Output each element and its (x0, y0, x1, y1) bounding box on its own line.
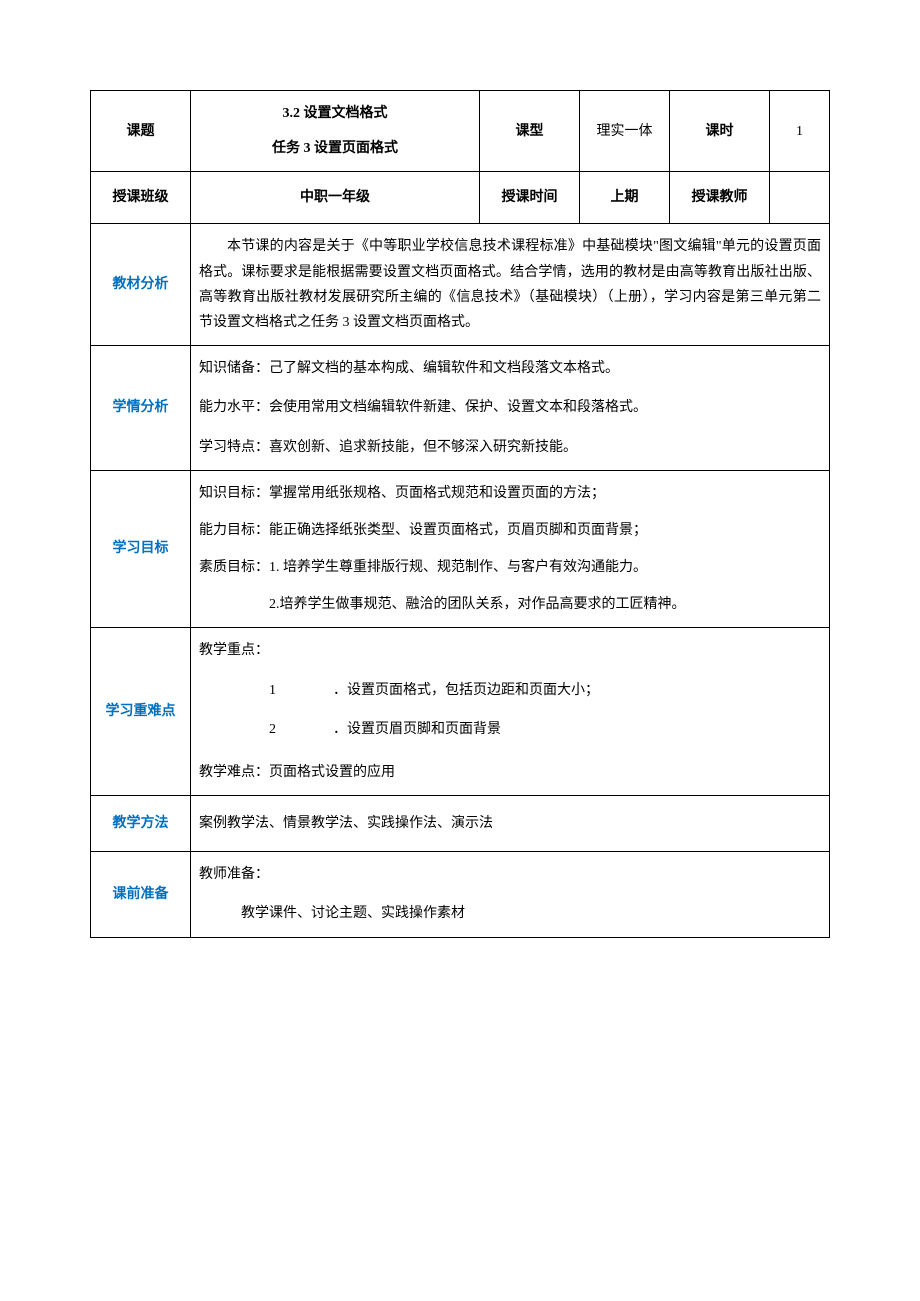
goals-label: 学习目标 (91, 470, 191, 628)
topic-line2: 任务 3 设置页面格式 (199, 136, 471, 161)
learner-label: 学情分析 (91, 346, 191, 471)
class-label: 授课班级 (91, 172, 191, 224)
difficulty-item2-num: 2 (269, 722, 276, 737)
difficulty-row: 学习重难点 教学重点： 1 ．设置页面格式，包括页边距和页面大小； 2 ．设置页… (91, 628, 830, 796)
difficulty-item2: 2 ．设置页眉页脚和页面背景 (199, 717, 821, 742)
textbook-content: 本节课的内容是关于《中等职业学校信息技术课程标准》中基础模块"图文编辑"单元的设… (191, 224, 830, 346)
hours-value: 1 (770, 91, 830, 172)
textbook-text: 本节课的内容是关于《中等职业学校信息技术课程标准》中基础模块"图文编辑"单元的设… (199, 234, 821, 335)
type-value: 理实一体 (580, 91, 670, 172)
topic-label: 课题 (91, 91, 191, 172)
teacher-value (770, 172, 830, 224)
difficulty-item1-num: 1 (269, 683, 276, 698)
goals-row: 学习目标 知识目标：掌握常用纸张规格、页面格式规范和设置页面的方法； 能力目标：… (91, 470, 830, 628)
goals-line3: 素质目标：1. 培养学生尊重排版行规、规范制作、与客户有效沟通能力。 (199, 555, 821, 580)
class-info-row: 授课班级 中职一年级 授课时间 上期 授课教师 (91, 172, 830, 224)
learner-content: 知识储备：己了解文档的基本构成、编辑软件和文档段落文本格式。 能力水平：会使用常… (191, 346, 830, 471)
header-row: 课题 3.2 设置文档格式 任务 3 设置页面格式 课型 理实一体 课时 1 (91, 91, 830, 172)
time-label: 授课时间 (480, 172, 580, 224)
goals-line2: 能力目标：能正确选择纸张类型、设置页面格式，页眉页脚和页面背景； (199, 518, 821, 543)
topic-value: 3.2 设置文档格式 任务 3 设置页面格式 (191, 91, 480, 172)
learner-line2: 能力水平：会使用常用文档编辑软件新建、保护、设置文本和段落格式。 (199, 395, 821, 420)
goals-content: 知识目标：掌握常用纸张规格、页面格式规范和设置页面的方法； 能力目标：能正确选择… (191, 470, 830, 628)
lesson-plan-table: 课题 3.2 设置文档格式 任务 3 设置页面格式 课型 理实一体 课时 1 授… (90, 90, 830, 938)
difficulty-label: 学习重难点 (91, 628, 191, 796)
difficulty-item1-text: ．设置页面格式，包括页边距和页面大小； (333, 683, 599, 698)
textbook-row: 教材分析 本节课的内容是关于《中等职业学校信息技术课程标准》中基础模块"图文编辑… (91, 224, 830, 346)
hours-label: 课时 (670, 91, 770, 172)
type-label: 课型 (480, 91, 580, 172)
textbook-label: 教材分析 (91, 224, 191, 346)
method-row: 教学方法 案例教学法、情景教学法、实践操作法、演示法 (91, 796, 830, 852)
difficulty-item1: 1 ．设置页面格式，包括页边距和页面大小； (199, 678, 821, 703)
time-value: 上期 (580, 172, 670, 224)
prep-line1: 教师准备： (199, 862, 821, 887)
keypoint-label: 教学重点： (199, 638, 821, 663)
goals-line1: 知识目标：掌握常用纸张规格、页面格式规范和设置页面的方法； (199, 481, 821, 506)
prep-line2: 教学课件、讨论主题、实践操作素材 (199, 901, 821, 926)
hardpoint: 教学难点：页面格式设置的应用 (199, 760, 821, 785)
prep-row: 课前准备 教师准备： 教学课件、讨论主题、实践操作素材 (91, 852, 830, 937)
method-label: 教学方法 (91, 796, 191, 852)
method-value: 案例教学法、情景教学法、实践操作法、演示法 (191, 796, 830, 852)
learner-row: 学情分析 知识储备：己了解文档的基本构成、编辑软件和文档段落文本格式。 能力水平… (91, 346, 830, 471)
prep-label: 课前准备 (91, 852, 191, 937)
teacher-label: 授课教师 (670, 172, 770, 224)
goals-line4: 2.培养学生做事规范、融洽的团队关系，对作品高要求的工匠精神。 (199, 592, 821, 617)
topic-line1: 3.2 设置文档格式 (199, 101, 471, 126)
learner-line3: 学习特点：喜欢创新、追求新技能，但不够深入研究新技能。 (199, 435, 821, 460)
class-value: 中职一年级 (191, 172, 480, 224)
learner-line1: 知识储备：己了解文档的基本构成、编辑软件和文档段落文本格式。 (199, 356, 821, 381)
difficulty-item2-text: ．设置页眉页脚和页面背景 (333, 722, 501, 737)
prep-content: 教师准备： 教学课件、讨论主题、实践操作素材 (191, 852, 830, 937)
difficulty-content: 教学重点： 1 ．设置页面格式，包括页边距和页面大小； 2 ．设置页眉页脚和页面… (191, 628, 830, 796)
